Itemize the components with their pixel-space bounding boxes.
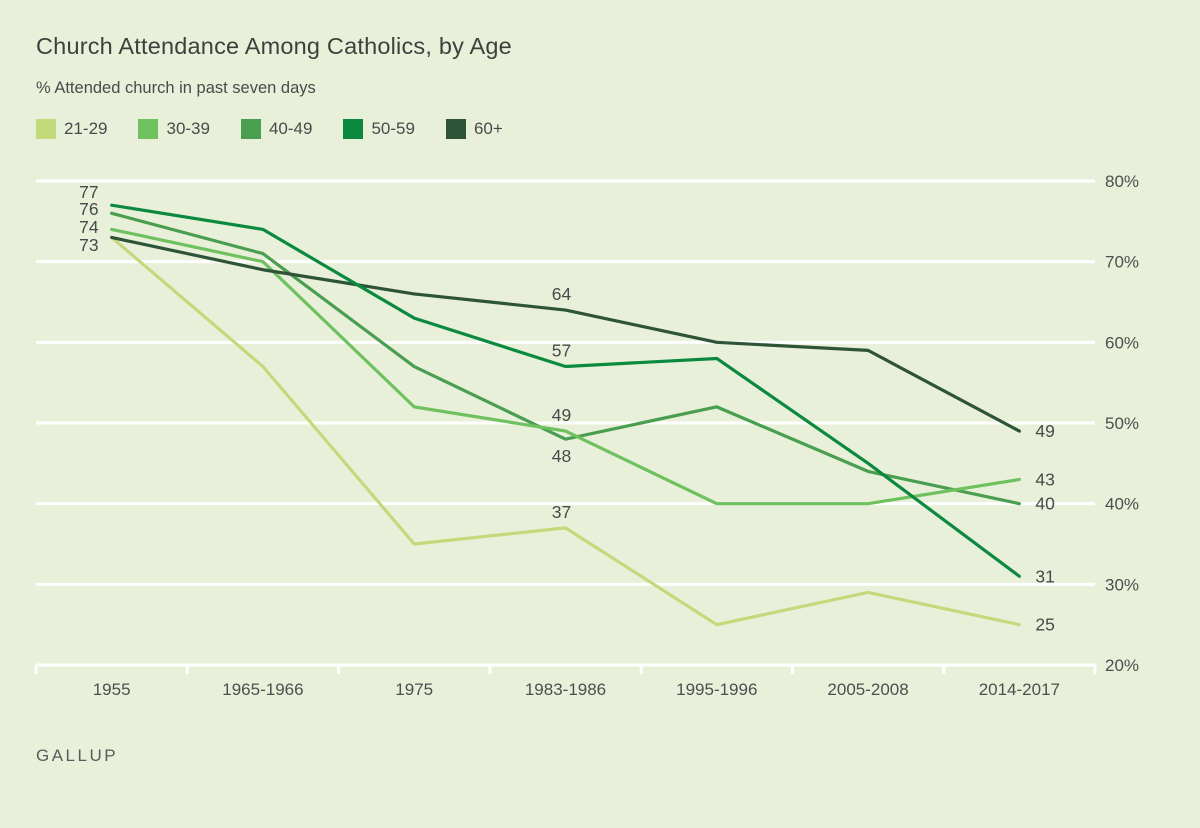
- data-point-label-60+-64: 64: [552, 284, 572, 304]
- data-point-label-40-49-40: 40: [1035, 494, 1055, 514]
- legend-swatch: [36, 119, 56, 139]
- x-axis-tick-label: 1975: [395, 680, 433, 699]
- data-point-label-60+-49: 49: [1035, 421, 1054, 441]
- data-point-label-40-49-48: 48: [552, 446, 571, 466]
- data-point-label-50-59-77: 77: [79, 182, 98, 202]
- x-axis-tick-label: 2005-2008: [827, 680, 908, 699]
- legend-label: 40-49: [268, 119, 313, 138]
- legend-swatch: [240, 119, 261, 139]
- series-line-40-49: [110, 211, 1021, 506]
- legend-swatch: [343, 119, 364, 139]
- y-axis-tick-label: 20%: [1105, 656, 1139, 675]
- data-point-label-50-59-57: 57: [552, 341, 571, 361]
- legend-label: 30-39: [166, 119, 210, 138]
- legend-item-40-49: 40-49: [240, 119, 313, 139]
- legend-swatch: [138, 119, 159, 139]
- x-axis-tick-label: 1983-1986: [525, 680, 606, 699]
- data-point-label-60+-73: 73: [79, 235, 98, 255]
- x-axis-tick-label: 1955: [93, 680, 131, 699]
- series-line-50-59: [110, 203, 1021, 578]
- series-line-30-39: [110, 227, 1021, 506]
- x-axis-tick-label: 1995-1996: [676, 680, 757, 699]
- gallup-wordmark: GALLUP: [36, 746, 119, 765]
- y-axis-tick-label: 60%: [1105, 333, 1139, 352]
- data-point-label-30-39-43: 43: [1035, 469, 1054, 489]
- chart-subtitle: % Attended church in past seven days: [36, 79, 316, 97]
- chart-title: Church Attendance Among Catholics, by Ag…: [36, 33, 512, 59]
- legend-swatch: [445, 119, 466, 139]
- legend-label: 50-59: [371, 119, 415, 138]
- chart-legend: 21-29 30-39 40-49 50-59 60+: [36, 119, 503, 139]
- data-point-label-30-39-74: 74: [79, 217, 99, 237]
- data-point-label-50-59-31: 31: [1035, 566, 1054, 586]
- series-line-21-29: [110, 235, 1021, 627]
- x-axis-tick-label: 2014-2017: [979, 680, 1060, 699]
- data-point-label-21-29-37: 37: [552, 502, 571, 522]
- x-axis-tick-label: 1965-1966: [222, 680, 303, 699]
- legend-item-60+: 60+: [445, 119, 503, 139]
- legend-label: 21-29: [64, 119, 108, 138]
- legend-item-50-59: 50-59: [343, 119, 415, 139]
- data-point-label-21-29-25: 25: [1035, 615, 1054, 635]
- series-line-60+: [110, 235, 1021, 433]
- data-point-label-40-49-76: 76: [79, 199, 98, 219]
- y-axis-tick-label: 70%: [1105, 253, 1139, 272]
- y-axis-tick-label: 80%: [1105, 172, 1139, 191]
- y-axis-tick-label: 40%: [1105, 495, 1139, 514]
- legend-label: 60+: [473, 119, 503, 138]
- y-axis-tick-label: 50%: [1105, 414, 1139, 433]
- y-axis-tick-label: 30%: [1105, 575, 1139, 594]
- data-point-label-30-39-49: 49: [552, 405, 571, 425]
- legend-item-30-39: 30-39: [138, 119, 210, 139]
- legend-item-21-29: 21-29: [36, 119, 107, 139]
